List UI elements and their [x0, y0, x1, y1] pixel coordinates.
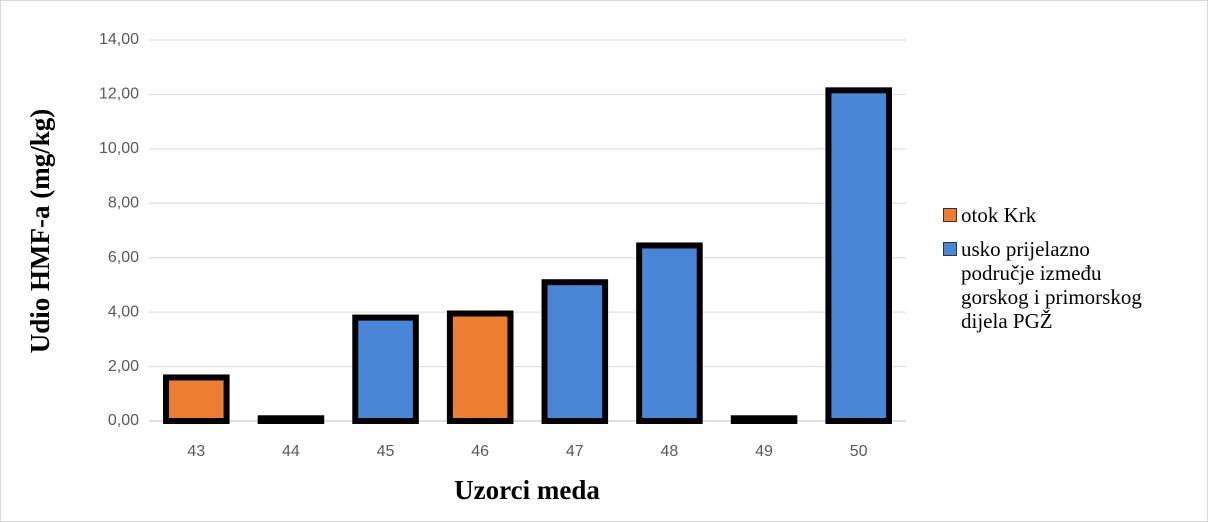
bar — [446, 310, 514, 424]
y-axis-title: Udio HMF-a (mg/kg) — [25, 109, 55, 353]
bar — [352, 314, 419, 425]
bar — [730, 415, 798, 424]
x-tick-label: 48 — [661, 443, 679, 460]
x-tick-label: 43 — [187, 443, 205, 460]
y-tick-label: 14,00 — [99, 31, 139, 48]
y-tick-label: 8,00 — [108, 195, 139, 212]
legend-swatch — [943, 208, 957, 222]
x-axis-title: Uzorci meda — [454, 475, 600, 505]
x-tick-label: 46 — [471, 443, 489, 460]
x-tick-label: 47 — [566, 443, 584, 460]
y-tick-label: 6,00 — [108, 249, 139, 266]
y-tick-label: 10,00 — [99, 140, 139, 157]
legend-label: usko prijelazno područje između gorskog … — [961, 237, 1142, 333]
bar — [257, 415, 325, 424]
x-tick-label: 50 — [850, 443, 868, 460]
y-tick-label: 0,00 — [108, 412, 139, 429]
x-tick-label: 49 — [755, 443, 773, 460]
legend-item: usko prijelazno područje između gorskog … — [943, 237, 1203, 333]
legend: otok Krk usko prijelazno područje između … — [943, 203, 1203, 343]
legend-swatch — [943, 242, 957, 256]
bar — [163, 374, 230, 425]
x-tick-label: 44 — [282, 443, 300, 460]
y-tick-label: 4,00 — [108, 303, 139, 320]
y-tick-label: 2,00 — [108, 358, 139, 375]
bar — [825, 87, 892, 424]
bar — [636, 242, 703, 424]
legend-label: otok Krk — [961, 203, 1037, 227]
bar — [541, 279, 609, 425]
legend-item: otok Krk — [943, 203, 1203, 227]
y-tick-label: 12,00 — [99, 86, 139, 103]
x-tick-label: 45 — [377, 443, 395, 460]
